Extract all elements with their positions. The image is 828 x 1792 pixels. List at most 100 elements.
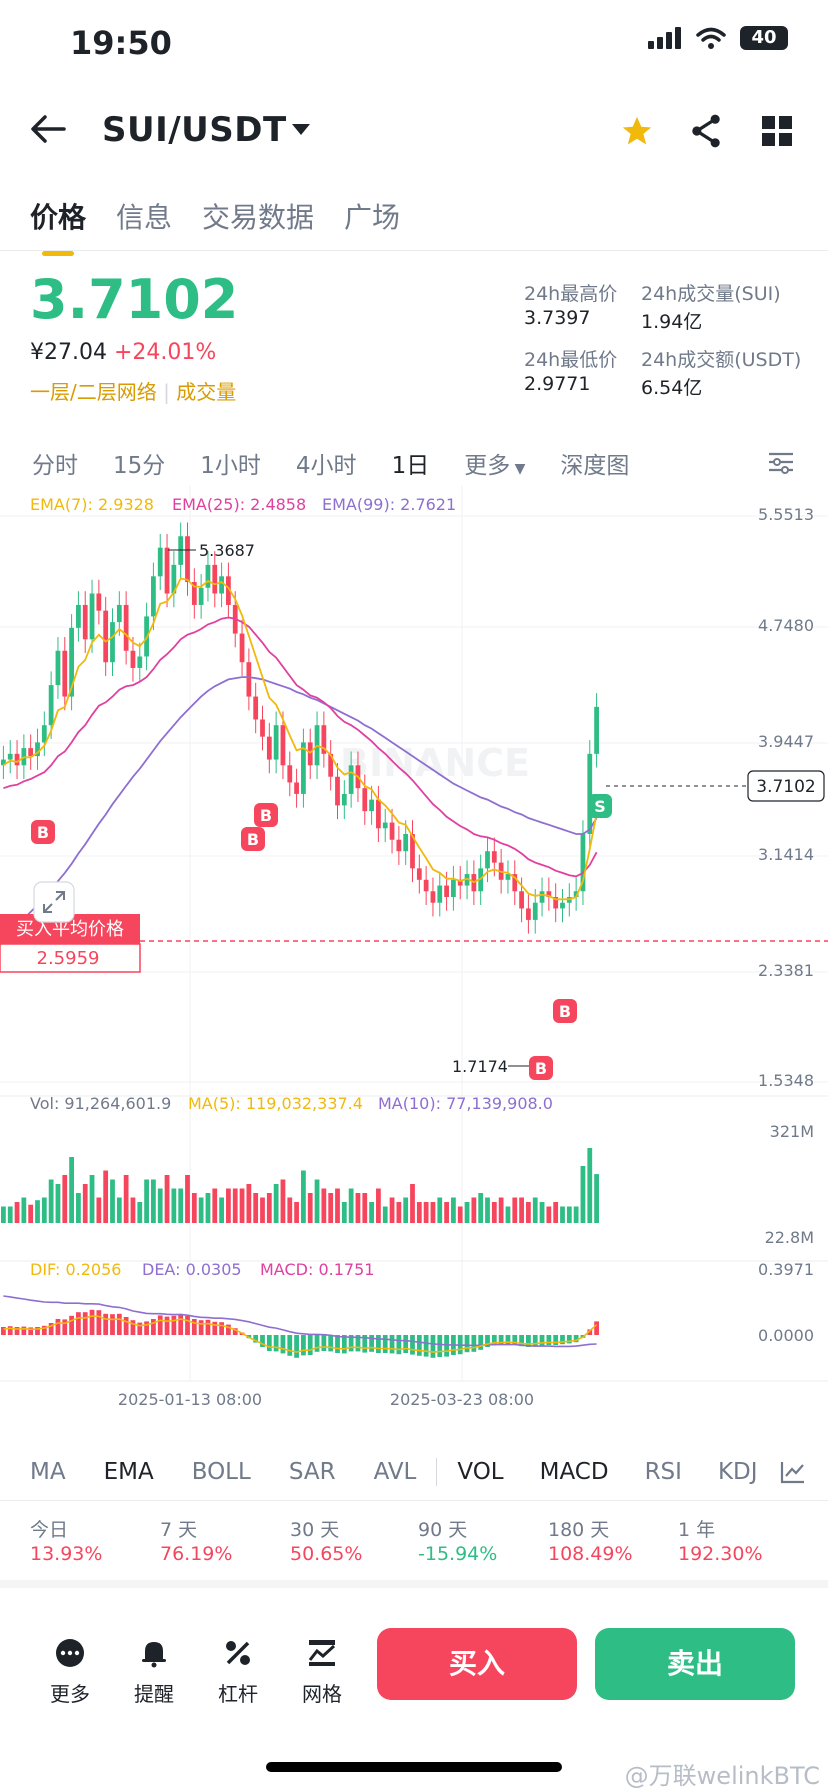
tf-more-label: 更多 (464, 453, 511, 479)
candle (103, 610, 109, 663)
perf-value: 108.49% (548, 1543, 633, 1565)
volume-bar (273, 1184, 279, 1223)
ind-avl[interactable]: AVL (373, 1459, 417, 1485)
ind-sar[interactable]: SAR (288, 1459, 336, 1485)
main-tabs: 价格 信息 交易数据 广场 (30, 196, 401, 256)
macd-bar (35, 1327, 40, 1335)
volume-bar (505, 1206, 511, 1223)
volume-bar (444, 1202, 449, 1223)
macd-bar (566, 1335, 572, 1344)
tf-1h[interactable]: 1小时 (200, 453, 261, 479)
macd-bar (294, 1335, 299, 1358)
tab-price[interactable]: 价格 (30, 196, 86, 256)
tf-more[interactable]: 更多 ▼ (464, 446, 525, 480)
leverage-button[interactable]: 杠杆 (208, 1638, 268, 1707)
volume-bar (423, 1202, 429, 1223)
star-icon[interactable] (620, 114, 654, 148)
tf-depth[interactable]: 深度图 (560, 453, 630, 479)
section-divider (0, 1580, 828, 1588)
volume-bar (451, 1197, 456, 1223)
perf-value: 13.93% (30, 1543, 103, 1565)
ind-kdj[interactable]: KDJ (717, 1459, 758, 1485)
volume-bar (553, 1202, 559, 1223)
candle (301, 742, 306, 794)
volume-bar (198, 1197, 204, 1223)
sell-button[interactable]: 卖出 (595, 1628, 795, 1700)
volume-bar (519, 1197, 524, 1223)
tab-trading-data[interactable]: 交易数据 (202, 201, 315, 234)
indicator-lines (2, 577, 598, 1353)
vol-tick-2: 22.8M (765, 1228, 814, 1247)
macd-bar (82, 1312, 88, 1335)
macd-bar (396, 1335, 402, 1355)
volume-bar (410, 1184, 415, 1223)
candle (580, 834, 586, 892)
grid-layout-icon[interactable] (762, 116, 792, 146)
buy-button[interactable]: 买入 (377, 1628, 577, 1700)
tf-line[interactable]: 分时 (32, 453, 78, 479)
tf-4h[interactable]: 4小时 (295, 453, 357, 479)
volume-bar (260, 1197, 265, 1223)
candle (341, 793, 347, 806)
timeframe-bar: 分时 15分 1小时 4小时 1日 更多 ▼ 深度图 (32, 446, 664, 480)
candle (362, 788, 368, 812)
macd-bar (164, 1316, 170, 1335)
macd-bar (464, 1335, 470, 1353)
macd-bar (178, 1313, 184, 1335)
chart-watermark: BINANCE (340, 741, 530, 785)
ind-boll[interactable]: BOLL (191, 1459, 251, 1485)
more-button[interactable]: 更多 (40, 1638, 100, 1707)
volume-bar (14, 1202, 20, 1223)
tab-square[interactable]: 广场 (344, 201, 401, 234)
ind-ma[interactable]: MA (30, 1459, 66, 1485)
ind-vol[interactable]: VOL (457, 1459, 504, 1485)
tab-info[interactable]: 信息 (116, 201, 173, 234)
pair-title[interactable]: SUI/USDT (102, 110, 287, 150)
macd-bar (519, 1335, 524, 1347)
volume-bar (41, 1197, 47, 1223)
macd-bar (205, 1319, 211, 1335)
macd-bar (301, 1335, 306, 1356)
alert-button[interactable]: 提醒 (124, 1638, 184, 1707)
cny-price-row: ¥27.04 +24.01% (30, 340, 216, 365)
indicator-settings-icon[interactable] (780, 1460, 806, 1484)
candle (7, 753, 13, 760)
more-icon (56, 1639, 84, 1667)
candle (185, 536, 190, 583)
macd-bar (28, 1327, 34, 1335)
chart-settings-icon[interactable] (768, 450, 794, 474)
grid-trading-button[interactable]: 网格 (292, 1638, 352, 1707)
ind-macd[interactable]: MACD (539, 1459, 609, 1485)
macd-bar (157, 1315, 163, 1335)
home-indicator (266, 1762, 562, 1772)
pair-dropdown-icon[interactable] (292, 124, 310, 136)
candle (560, 902, 565, 909)
price-tick-2: 4.7480 (758, 616, 814, 635)
candlestick-chart[interactable]: BINANCE EMA(7): 2.9328 EMA(25): 2.4858 E… (0, 486, 828, 1416)
macd-bar (280, 1335, 286, 1354)
expand-icon[interactable] (33, 881, 75, 923)
high-label: 24h最高价 (524, 283, 618, 305)
volume-bar (191, 1193, 197, 1223)
caret-down-icon: ▼ (510, 461, 526, 477)
tag-volume[interactable]: 成交量 (176, 380, 237, 404)
candle (321, 725, 327, 754)
candle (178, 536, 184, 565)
tag-layer[interactable]: 一层/二层网络 (30, 380, 157, 404)
candle (287, 765, 293, 783)
macd-bar (232, 1328, 238, 1335)
share-icon[interactable] (690, 114, 722, 148)
volume-bar (307, 1193, 313, 1223)
candle (226, 576, 231, 605)
ema99-line (2, 676, 598, 938)
ind-ema[interactable]: EMA (103, 1459, 154, 1485)
ind-rsi[interactable]: RSI (644, 1459, 682, 1485)
candle (28, 748, 34, 757)
volume-bar (301, 1170, 306, 1223)
tf-15m[interactable]: 15分 (113, 453, 166, 479)
volume-bar (396, 1202, 402, 1223)
tf-1d[interactable]: 1日 (391, 453, 430, 479)
candle (307, 742, 313, 766)
back-arrow-icon[interactable] (30, 114, 66, 144)
perf-value: 76.19% (160, 1543, 233, 1565)
